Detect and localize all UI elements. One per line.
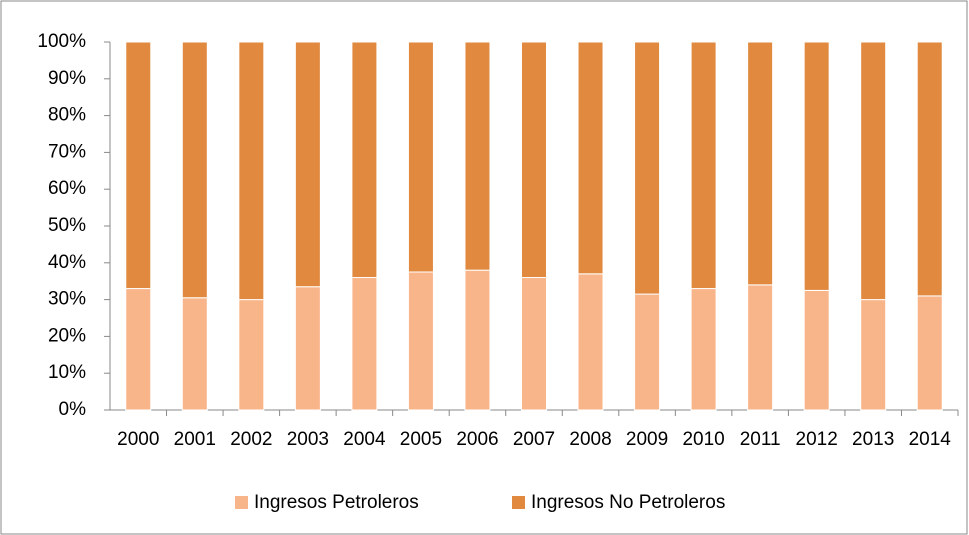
bar-segment — [521, 41, 547, 279]
bar-segment — [803, 289, 830, 411]
x-tick-label: 2001 — [174, 429, 216, 450]
x-tick-label: 2011 — [740, 429, 781, 450]
bar-segment — [125, 41, 152, 290]
x-tick-label: 2014 — [909, 429, 952, 450]
x-tick-label: 2007 — [513, 429, 555, 450]
y-tick-label: 70% — [48, 141, 86, 162]
bar-segment — [690, 41, 717, 290]
y-tick-label: 10% — [48, 362, 86, 383]
y-tick-label: 60% — [48, 178, 86, 199]
bar-segment — [294, 286, 321, 411]
legend-label: Ingresos No Petroleros — [531, 492, 725, 513]
bar-segment — [181, 297, 208, 411]
y-tick-label: 50% — [48, 215, 86, 236]
x-tick-label: 2000 — [117, 429, 159, 450]
bar-segment — [860, 41, 887, 301]
legend-label: Ingresos Petroleros — [254, 492, 419, 513]
y-tick-label: 30% — [48, 289, 86, 310]
legend-swatch — [512, 496, 525, 509]
x-tick-label: 2008 — [569, 429, 611, 450]
bar-segment — [577, 41, 604, 275]
x-tick-label: 2006 — [456, 429, 498, 450]
bar-segment — [634, 41, 661, 295]
bar-segment — [464, 269, 491, 411]
bar-segment — [351, 277, 378, 411]
bar-segment — [464, 41, 491, 271]
bar-segment — [181, 41, 208, 299]
x-tick-label: 2004 — [343, 429, 386, 450]
x-tick-label: 2003 — [287, 429, 329, 450]
bar-segment — [747, 284, 774, 411]
y-tick-label: 100% — [37, 31, 86, 52]
x-tick-label: 2005 — [400, 429, 442, 450]
y-tick-label: 40% — [48, 252, 86, 273]
bar-segment — [916, 295, 943, 411]
x-tick-label: 2009 — [626, 429, 668, 450]
bar-segment — [238, 41, 265, 301]
y-tick-label: 90% — [48, 68, 86, 89]
bar-segment — [407, 41, 434, 273]
bar-segment — [125, 288, 152, 411]
bar-segment — [634, 293, 661, 411]
bar-segment — [860, 299, 887, 411]
bar-segment — [803, 41, 830, 291]
bar-segment — [407, 271, 434, 411]
y-tick-label: 80% — [48, 105, 86, 126]
bar-segment — [294, 41, 321, 288]
y-tick-label: 0% — [59, 399, 87, 420]
legend-swatch — [235, 496, 248, 509]
bar-segment — [916, 41, 943, 297]
bar-segment — [351, 41, 378, 279]
bar-segment — [690, 288, 717, 411]
bar-segment — [747, 41, 774, 286]
bar-segment — [238, 299, 265, 411]
x-tick-label: 2012 — [796, 429, 838, 450]
bar-segment — [577, 273, 604, 411]
bar-segment — [521, 277, 547, 411]
y-tick-label: 20% — [48, 325, 86, 346]
x-tick-label: 2010 — [682, 429, 724, 450]
x-tick-label: 2002 — [230, 429, 272, 450]
x-tick-label: 2013 — [852, 429, 894, 450]
